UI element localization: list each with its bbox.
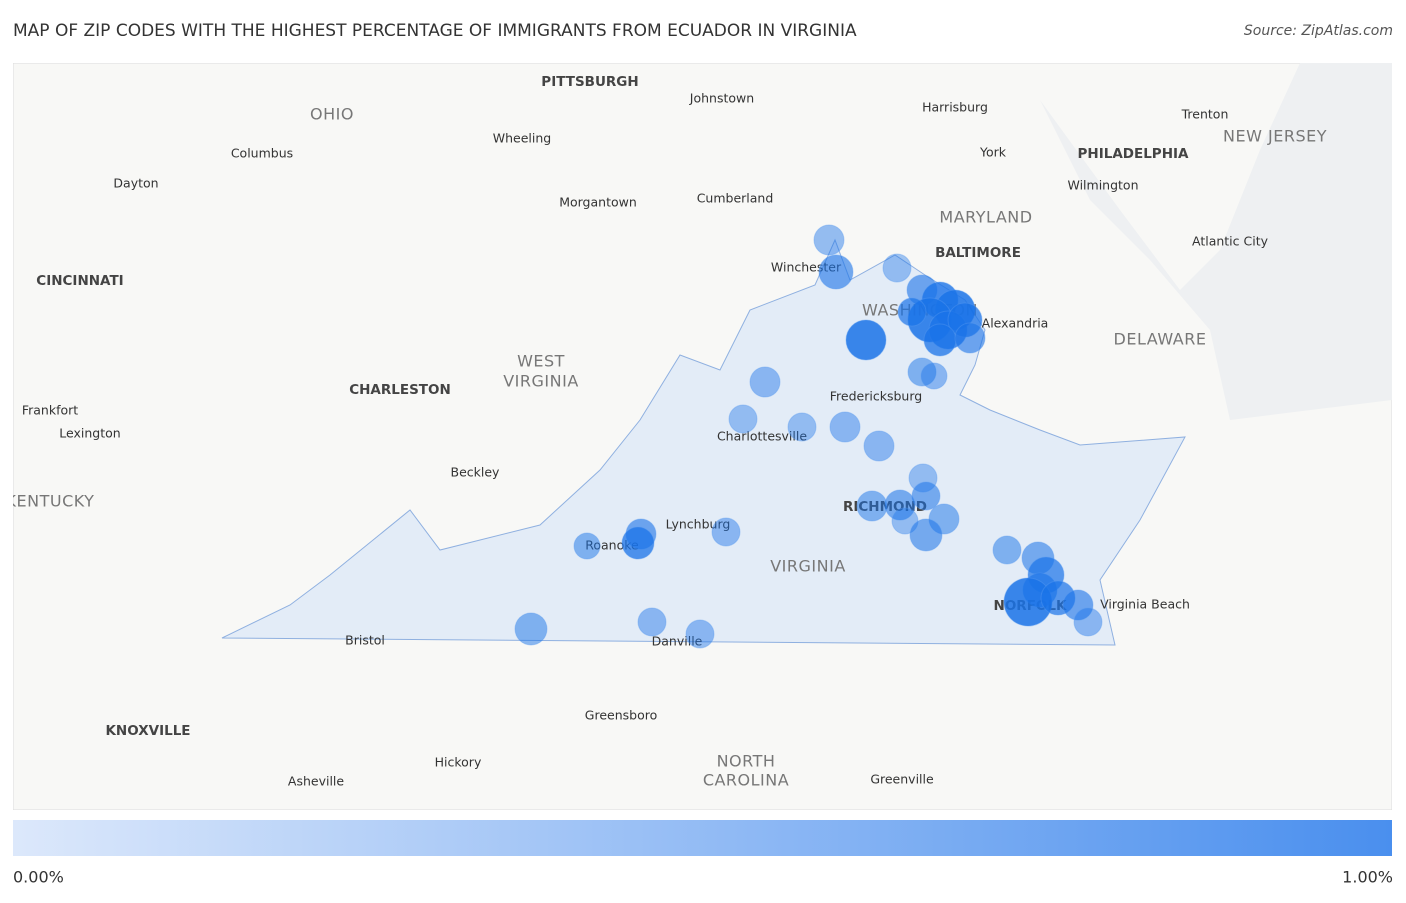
place-label: NEW JERSEY [1223,127,1327,146]
place-label: Harrisburg [922,100,988,115]
place-label: NORTH [717,752,776,771]
place-label: OHIO [310,105,354,124]
zip-bubble [863,430,895,462]
zip-bubble [711,517,741,547]
place-label: Lexington [59,426,120,441]
place-label: Morgantown [559,195,637,210]
zip-bubble [573,532,601,560]
legend-max: 1.00% [1342,868,1393,887]
place-label: Columbus [231,146,293,161]
place-label: Wilmington [1067,178,1138,193]
zip-bubble [514,612,548,646]
zip-bubble [954,322,986,354]
place-label: WEST [517,352,565,371]
place-label: Wheeling [493,131,551,146]
place-label: KENTUCKY [6,492,95,511]
zip-bubble [685,619,715,649]
place-label: CAROLINA [703,771,789,790]
zip-bubble [1073,607,1103,637]
place-label: DELAWARE [1114,330,1207,349]
place-label: Atlantic City [1192,234,1269,249]
zip-bubble [621,526,655,560]
zip-bubble [728,404,758,434]
place-label: Danville [652,634,703,649]
zip-bubble [897,297,927,327]
place-label: VIRGINIA [770,557,846,576]
zip-bubble [923,323,957,357]
place-label: MARYLAND [939,208,1032,227]
place-label: PHILADELPHIA [1078,146,1190,162]
place-label: Dayton [113,176,158,191]
place-label: CHARLESTON [349,382,451,398]
place-label: Cumberland [697,191,774,206]
water [1040,63,1392,420]
zip-bubble [856,490,888,522]
place-label: BALTIMORE [935,245,1021,261]
zip-bubble [829,411,861,443]
zip-bubble [882,253,912,283]
place-label: Hickory [435,755,482,770]
place-label: Greenville [870,772,934,787]
place-label: Virginia Beach [1100,597,1190,612]
zip-bubble [749,366,781,398]
place-label: CINCINNATI [36,273,123,289]
place-label: Beckley [451,465,501,480]
map: PITTSBURGH Johnstown OHIO Harrisburg Trenton… [6,63,1392,810]
place-label: Trenton [1181,107,1229,122]
zip-bubble [813,224,845,256]
place-label: Johnstown [689,91,754,106]
place-label: Fredericksburg [830,389,922,404]
zip-bubble [1062,589,1094,621]
zip-bubble [907,357,937,387]
place-label: Bristol [345,633,385,648]
source: Source: ZipAtlas.com [1244,23,1393,39]
place-label: Greensboro [585,708,657,723]
place-label: Frankfort [22,403,78,418]
zip-bubble [637,607,667,637]
place-label: Lynchburg [666,517,731,532]
zip-bubble [909,518,943,552]
zip-bubble [845,319,887,361]
place-label: KNOXVILLE [105,723,190,739]
title: MAP OF ZIP CODES WITH THE HIGHEST PERCEN… [13,21,857,41]
place-label: York [979,145,1007,160]
place-label: PITTSBURGH [541,74,638,90]
place-label: Alexandria [982,316,1049,331]
zip-bubble [911,481,941,511]
legend-min: 0.00% [13,868,64,887]
zip-bubble [787,412,817,442]
zip-bubble [920,362,948,390]
place-label: Asheville [288,774,344,789]
zip-bubble [818,254,854,290]
place-label: Charlottesville [717,429,807,444]
zip-bubble [891,507,919,535]
zip-bubble [992,535,1022,565]
legend-bar [13,820,1392,856]
place-label: VIRGINIA [503,372,579,391]
